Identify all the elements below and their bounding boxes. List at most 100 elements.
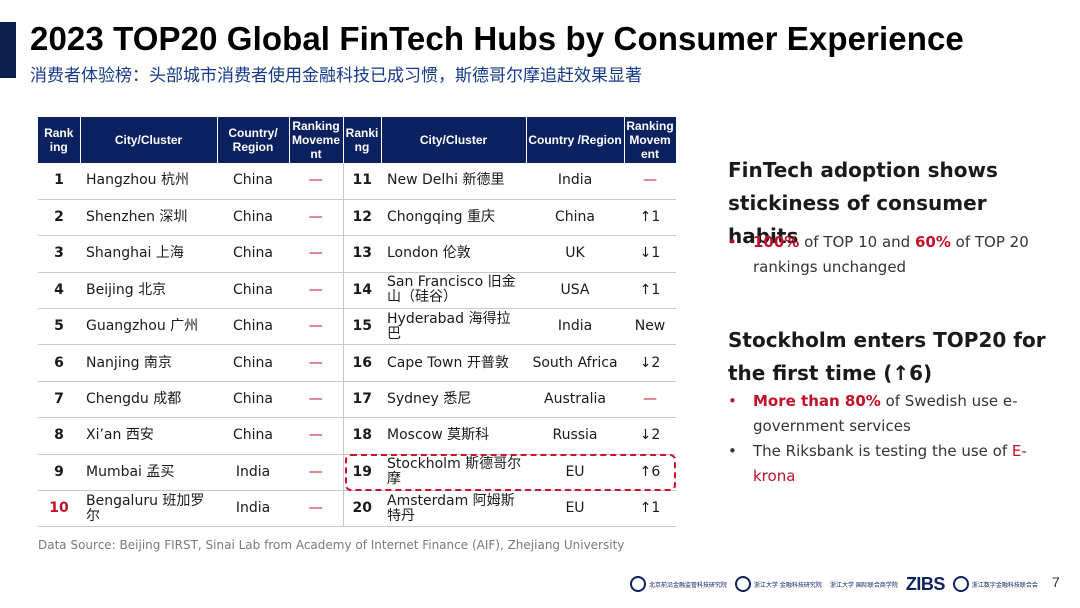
city-cell: Chengdu 成都 bbox=[80, 381, 217, 419]
city-cell: New Delhi 新德里 bbox=[381, 163, 526, 200]
rank-cell: 15 bbox=[342, 308, 381, 346]
city-cell: Guangzhou 广州 bbox=[80, 308, 217, 346]
table-row: 10 Bengaluru 班加罗尔 India —20 Amsterdam 阿姆斯特丹 E… bbox=[38, 490, 676, 528]
movement-cell: — bbox=[624, 381, 676, 419]
rank-cell: 13 bbox=[342, 235, 381, 273]
bullet-text: of Swedish use e-government services bbox=[753, 392, 1018, 435]
rank-cell: 4 bbox=[38, 272, 80, 310]
header-movement: Ranking Movem ent bbox=[624, 117, 677, 163]
movement-cell: ↑1 bbox=[624, 199, 676, 237]
title-accent-bar bbox=[0, 22, 16, 78]
page-number: 7 bbox=[1052, 574, 1060, 590]
country-cell: China bbox=[217, 344, 289, 382]
adoption-bullets: • 100% of TOP 10 and 60% of TOP 20 ranki… bbox=[728, 230, 1048, 280]
city-cell: Xi’an 西安 bbox=[80, 417, 217, 455]
table-row: 1 Hangzhou 杭州 China —11 New Delhi 新德里 India — bbox=[38, 163, 676, 200]
city-cell: Beijing 北京 bbox=[80, 272, 217, 310]
country-cell: India bbox=[526, 163, 624, 200]
movement-cell: ↓2 bbox=[624, 417, 676, 455]
country-cell: China bbox=[217, 199, 289, 237]
movement-cell: — bbox=[289, 417, 343, 455]
adoption-heading: FinTech adoption shows stickiness of con… bbox=[728, 158, 998, 248]
movement-cell: ↑6 bbox=[624, 454, 676, 492]
city-cell: Shenzhen 深圳 bbox=[80, 199, 217, 237]
country-cell: UK bbox=[526, 235, 624, 273]
city-cell: Bengaluru 班加罗尔 bbox=[80, 490, 217, 528]
aif-logo: 浙江大学 金融科技研究院 bbox=[735, 576, 822, 592]
list-item: • The Riksbank is testing the use of E-k… bbox=[728, 439, 1048, 489]
movement-cell: — bbox=[289, 381, 343, 419]
page-title: 2023 TOP20 Global FinTech Hubs by Consum… bbox=[30, 20, 964, 57]
rank-cell: 10 bbox=[38, 490, 80, 528]
country-cell: EU bbox=[526, 490, 624, 528]
rank-cell: 20 bbox=[342, 490, 381, 528]
partner-logos: 北京前沿金融监管科技研究院 浙江大学 金融科技研究院 浙江大学 国际联合商学院 … bbox=[630, 571, 1048, 597]
header-city: City/Cluster bbox=[80, 117, 218, 163]
movement-cell: — bbox=[289, 235, 343, 273]
country-cell: China bbox=[217, 308, 289, 346]
stat-value: More than 80% bbox=[753, 392, 881, 410]
movement-cell: ↓2 bbox=[624, 344, 676, 382]
country-cell: China bbox=[217, 417, 289, 455]
movement-cell: ↑1 bbox=[624, 490, 676, 528]
stockholm-highlight bbox=[345, 454, 676, 491]
movement-cell: New bbox=[624, 308, 676, 346]
city-cell: Chongqing 重庆 bbox=[381, 199, 526, 237]
rank-cell: 6 bbox=[38, 344, 80, 382]
rank-cell: 7 bbox=[38, 381, 80, 419]
first-emblem-icon bbox=[630, 576, 646, 592]
rank-cell: 9 bbox=[38, 454, 80, 492]
city-cell: Sydney 悉尼 bbox=[381, 381, 526, 419]
rank-cell: 1 bbox=[38, 163, 80, 200]
association-logo: 浙江数字金融科技联合会 bbox=[952, 576, 1038, 592]
stat-value: 100% bbox=[753, 233, 800, 251]
table-row: 2 Shenzhen 深圳 China —12 Chongqing 重庆 China ↑1 bbox=[38, 199, 676, 237]
logo-text: ZIBS bbox=[905, 573, 946, 594]
rank-cell: 11 bbox=[342, 163, 381, 200]
zibs-logo: ZIBS bbox=[905, 573, 946, 595]
list-item: • More than 80% of Swedish use e-governm… bbox=[728, 389, 1048, 439]
rank-cell: 8 bbox=[38, 417, 80, 455]
bullet-text: The Riksbank is testing the use of bbox=[753, 442, 1012, 460]
movement-cell: — bbox=[289, 490, 343, 528]
header-city: City/Cluster bbox=[381, 117, 527, 163]
movement-cell: — bbox=[289, 344, 343, 382]
bullet-marker: • bbox=[728, 233, 737, 251]
city-cell: Moscow 莫斯科 bbox=[381, 417, 526, 455]
city-cell: Shanghai 上海 bbox=[80, 235, 217, 273]
rank-cell: 3 bbox=[38, 235, 80, 273]
bullet-text: of TOP 10 and bbox=[799, 233, 915, 251]
rank-cell: 18 bbox=[342, 417, 381, 455]
country-cell: Australia bbox=[526, 381, 624, 419]
city-cell: Mumbai 孟买 bbox=[80, 454, 217, 492]
logo-text: 浙江大学 国际联合商学院 bbox=[829, 581, 898, 589]
bullet-text: of TOP 20 rankings unchanged bbox=[753, 233, 1029, 276]
list-item: • 100% of TOP 10 and 60% of TOP 20 ranki… bbox=[728, 230, 1048, 280]
stockholm-bullets: • More than 80% of Swedish use e-governm… bbox=[728, 389, 1048, 489]
country-cell: China bbox=[526, 199, 624, 237]
bullet-marker: • bbox=[728, 392, 737, 410]
city-cell: Nanjing 南京 bbox=[80, 344, 217, 382]
zju-emblem-icon bbox=[735, 576, 752, 592]
movement-cell: — bbox=[624, 163, 676, 200]
country-cell: India bbox=[217, 454, 289, 492]
country-cell: China bbox=[217, 163, 289, 200]
rank-cell: 5 bbox=[38, 308, 80, 346]
table-row: 4 Beijing 北京 China —14 San Francisco 旧金山（硅谷）… bbox=[38, 272, 676, 310]
highlight-text: E-krona bbox=[753, 442, 1027, 485]
first-logo: 北京前沿金融监管科技研究院 bbox=[630, 576, 727, 592]
header-rank: Ranki ng bbox=[343, 117, 382, 163]
logo-text: 浙江大学 金融科技研究院 bbox=[754, 581, 822, 589]
country-cell: China bbox=[217, 272, 289, 310]
logo-text: 浙江数字金融科技联合会 bbox=[971, 581, 1038, 589]
logo-text: 北京前沿金融监管科技研究院 bbox=[649, 581, 728, 589]
header-country: Country/ Region bbox=[217, 117, 290, 163]
header-country: Country /Region bbox=[526, 117, 625, 163]
country-cell: India bbox=[526, 308, 624, 346]
country-cell: China bbox=[217, 235, 289, 273]
country-cell: India bbox=[217, 490, 289, 528]
association-emblem-icon bbox=[952, 576, 969, 592]
movement-cell: — bbox=[289, 272, 343, 310]
city-cell: Hyderabad 海得拉巴 bbox=[381, 308, 526, 346]
header-movement: Ranking Moveme nt bbox=[289, 117, 344, 163]
